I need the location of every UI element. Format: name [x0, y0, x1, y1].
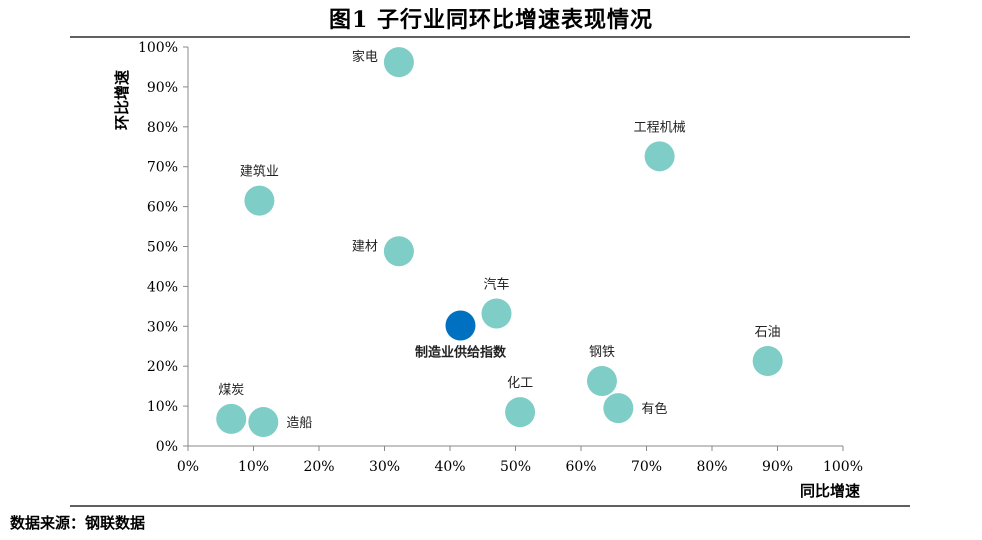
data-point-label: 汽车 [483, 277, 509, 293]
chart-title: 图1 子行业同环比增速表现情况 [329, 7, 653, 33]
y-tick-label: 20% [147, 359, 178, 375]
x-tick-label: 50% [500, 459, 531, 475]
data-point-label: 石油 [755, 325, 781, 340]
data-point [383, 236, 414, 267]
highlight-point [445, 310, 476, 341]
x-tick-label: 100% [823, 459, 863, 475]
x-tick-label: 40% [434, 459, 465, 475]
data-point [481, 298, 512, 329]
x-tick-label: 60% [565, 459, 596, 475]
y-tick-label: 90% [147, 80, 178, 96]
y-tick-label: 100% [138, 40, 178, 56]
data-point-label: 煤炭 [218, 383, 244, 398]
data-point-label: 建材 [352, 239, 378, 254]
y-tick-label: 10% [147, 399, 178, 415]
data-point-label: 化工 [507, 376, 533, 391]
data-point-label: 钢铁 [589, 345, 615, 360]
y-tick-label: 0% [156, 439, 178, 455]
data-point-label: 造船 [286, 416, 312, 431]
data-point [383, 47, 414, 78]
data-point [248, 407, 279, 438]
data-point [586, 365, 617, 396]
x-tick-label: 10% [238, 459, 269, 475]
y-axis-title: 环比增速 [113, 70, 131, 130]
x-axis-title: 同比增速 [800, 482, 860, 500]
highlight-point-label: 制造业供给指数 [415, 345, 507, 361]
y-tick-label: 70% [147, 160, 178, 176]
data-point [644, 141, 675, 172]
y-tick-label: 50% [147, 240, 178, 256]
data-point-label: 工程机械 [634, 120, 686, 135]
y-tick-label: 40% [147, 279, 178, 295]
y-tick-label: 30% [147, 319, 178, 335]
data-point [505, 397, 536, 428]
x-tick-label: 0% [177, 459, 199, 475]
data-point [244, 185, 275, 216]
data-point [603, 393, 634, 424]
y-tick-label: 60% [147, 200, 178, 216]
data-point-label: 家电 [352, 49, 378, 65]
x-tick-label: 20% [303, 459, 334, 475]
y-tick-label: 80% [147, 120, 178, 136]
data-point-label: 有色 [641, 401, 667, 417]
data-point [216, 403, 247, 434]
data-point-label: 建筑业 [240, 164, 279, 180]
x-tick-label: 80% [696, 459, 727, 475]
x-tick-label: 70% [631, 459, 662, 475]
x-tick-label: 90% [762, 459, 793, 475]
data-point [752, 346, 783, 377]
source-note: 数据来源：钢联数据 [10, 514, 146, 532]
x-tick-label: 30% [369, 459, 400, 475]
